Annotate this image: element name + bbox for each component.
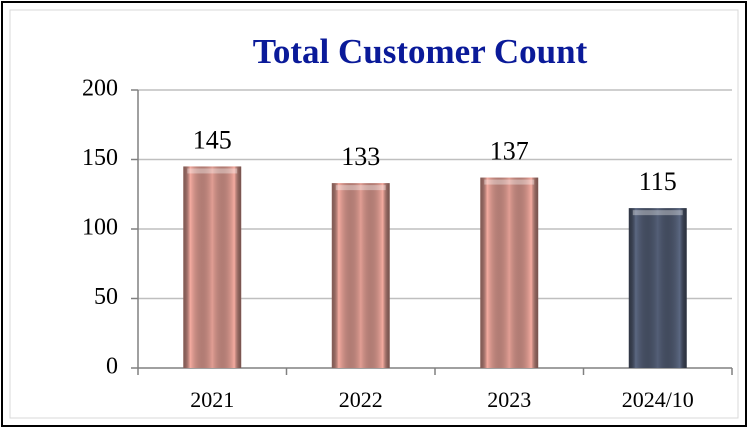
value-label: 145 [193,125,232,154]
value-label: 137 [490,137,529,166]
x-tick-label: 2024/10 [622,387,694,412]
bar-highlight [484,179,535,185]
bar-highlight [187,168,238,174]
y-tick-label: 100 [82,215,118,241]
y-tick-label: 200 [82,76,118,102]
chart-title: Total Customer Count [253,32,588,71]
bar-highlight [335,185,386,191]
value-label: 133 [341,142,380,171]
value-label: 115 [639,167,677,196]
x-tick-label: 2022 [339,387,383,412]
y-tick-label: 150 [82,145,118,171]
bar-highlight [632,210,683,216]
x-tick-label: 2023 [487,387,531,412]
bar-shade [331,183,390,368]
bar-shade [480,177,539,368]
inner-frame [9,9,739,419]
y-tick-label: 0 [106,354,118,380]
x-tick-label: 2021 [190,387,234,412]
bar-shade [628,208,687,368]
bar-shade [183,166,242,368]
y-tick-label: 50 [94,284,118,310]
